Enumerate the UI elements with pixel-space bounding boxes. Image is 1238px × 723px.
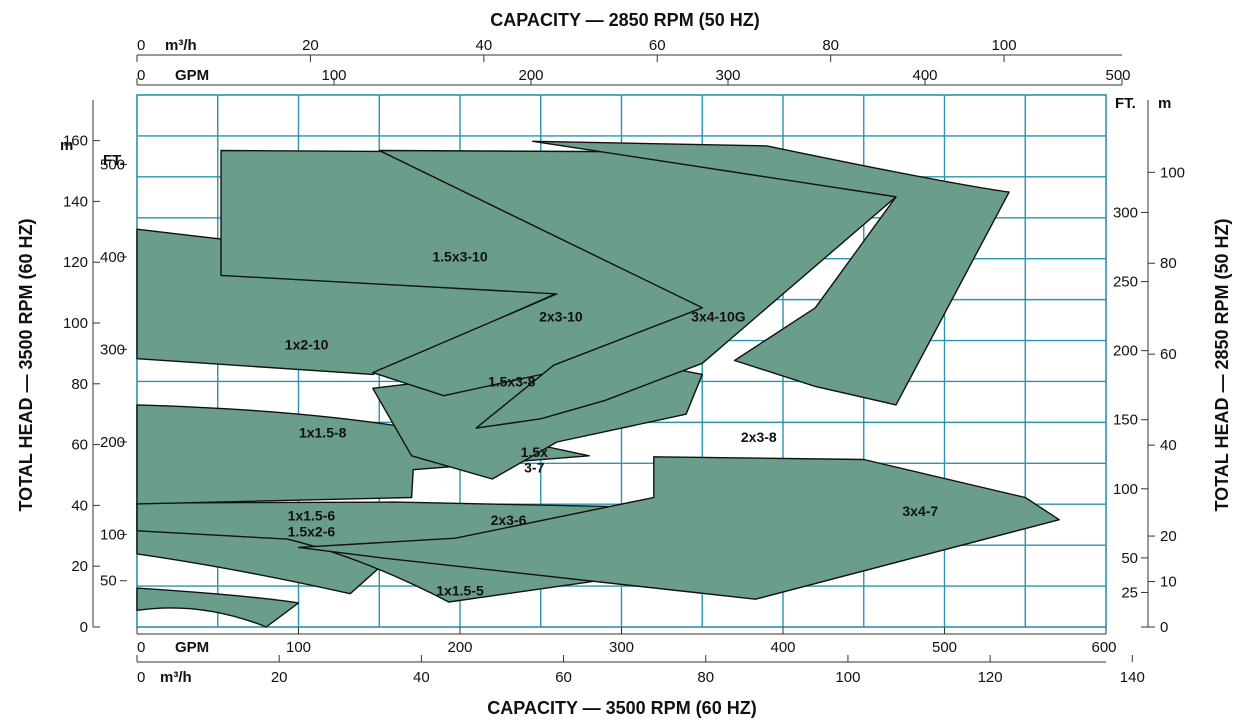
left-m-tick-label: 60 (71, 437, 88, 454)
top-m3h-unit: m³/h (165, 37, 197, 54)
right-ft-tick-label: 150 (1113, 412, 1138, 429)
top-m3h-tick-label: 40 (475, 37, 492, 54)
left-m-tick-label: 40 (71, 497, 88, 514)
left-m-tick-label: 160 (63, 133, 88, 150)
top-gpm-tick-label: 200 (518, 67, 543, 84)
top-gpm-unit: GPM (175, 67, 209, 84)
left-ft-tick-label: 400 (100, 249, 125, 266)
bottom-axis-title: CAPACITY — 3500 RPM (60 HZ) (487, 698, 756, 718)
region-label: 3-7 (524, 460, 544, 476)
bottom-gpm-unit: GPM (175, 639, 209, 656)
region-label: 1x1.5-8 (299, 424, 347, 440)
bottom-gpm-tick-label: 100 (286, 639, 311, 656)
bottom-m3h-tick-label: 0 (137, 669, 145, 686)
left-ft-tick-label: 200 (100, 434, 125, 451)
left-ft-tick-label: 300 (100, 341, 125, 358)
region-labels: 1x1.5-5 1x1.5-61.5x2-6 2x3-6 3x4-7 1x1.5-8 1.… (285, 249, 939, 599)
bottom-m3h-tick-label: 40 (413, 669, 430, 686)
top-axis-title: CAPACITY — 2850 RPM (50 HZ) (490, 10, 759, 30)
top-m3h-tick-label: 20 (302, 37, 319, 54)
region-3x4-10G (532, 140, 1010, 406)
region-label: 1.5x (521, 444, 548, 460)
left-ft-tick-label: 50 (100, 573, 117, 590)
region-label: 1.5x3-8 (488, 373, 536, 389)
region-label: 2x3-6 (491, 512, 527, 528)
right-m-tick-label: 40 (1160, 437, 1177, 454)
left-ft-tick-label: 100 (100, 526, 125, 543)
region-label: 1x1.5-5 (436, 583, 484, 599)
left-m-tick-label: 20 (71, 558, 88, 575)
top-m3h-tick-label: 60 (649, 37, 666, 54)
right-ft-tick-label: 100 (1113, 481, 1138, 498)
right-ft-tick-label: 300 (1113, 204, 1138, 221)
bottom-gpm-tick-label: 500 (932, 639, 957, 656)
bottom-gpm-tick-label: 0 (137, 639, 145, 656)
top-gpm-tick-label: 100 (321, 67, 346, 84)
left-ft-tick-label: 500 (100, 156, 125, 173)
region-1x1.5-5 (136, 587, 300, 628)
bottom-gpm-tick-label: 600 (1091, 639, 1116, 656)
region-label: 3x4-10G (691, 309, 746, 325)
right-ft-tick-label: 250 (1113, 274, 1138, 291)
region-label: 1x2-10 (285, 336, 329, 352)
bottom-gpm-tick-label: 300 (609, 639, 634, 656)
left-m-tick-label: 120 (63, 254, 88, 271)
right-axis-title: TOTAL HEAD — 2850 RPM (50 HZ) (1212, 218, 1232, 511)
right-m-unit: m (1158, 95, 1171, 112)
right-m-tick-label: 80 (1160, 255, 1177, 272)
bottom-m3h-unit: m³/h (160, 669, 192, 686)
right-m-tick-label: 60 (1160, 346, 1177, 363)
bottom-m3h-tick-label: 60 (555, 669, 572, 686)
right-m-tick-label: 0 (1160, 619, 1168, 636)
top-m3h-tick-label: 80 (822, 37, 839, 54)
bottom-m3h-tick-label: 20 (271, 669, 288, 686)
bottom-gpm-tick-label: 200 (447, 639, 472, 656)
left-m-tick-label: 100 (63, 315, 88, 332)
top-m3h-tick-label: 100 (992, 37, 1017, 54)
right-ft-tick-label: 50 (1121, 550, 1138, 567)
region-label: 2x3-8 (741, 429, 777, 445)
right-m-tick-label: 20 (1160, 528, 1177, 545)
left-ft-unit: FT. (103, 152, 124, 169)
left-m-tick-label: 0 (80, 619, 88, 636)
bottom-m3h-tick-label: 120 (978, 669, 1003, 686)
left-m-tick-label: 140 (63, 193, 88, 210)
right-m-tick-label: 100 (1160, 164, 1185, 181)
right-ft-tick-label: 25 (1121, 584, 1138, 601)
bottom-m3h-tick-label: 100 (835, 669, 860, 686)
top-gpm-tick-label: 0 (137, 67, 145, 84)
top-m3h-tick-label: 0 (137, 37, 145, 54)
right-ft-tick-label: 200 (1113, 343, 1138, 360)
region-label: 2x3-10 (539, 309, 583, 325)
bottom-m3h-tick-label: 140 (1120, 669, 1145, 686)
pump-regions (136, 140, 1060, 628)
right-ft-unit: FT. (1115, 95, 1136, 112)
region-1x1.5-8 (136, 404, 590, 505)
region-label: 3x4-7 (902, 503, 938, 519)
left-m-unit: m (60, 137, 73, 154)
bottom-m3h-tick-label: 80 (697, 669, 714, 686)
top-gpm-tick-label: 400 (912, 67, 937, 84)
right-m-tick-label: 10 (1160, 574, 1177, 591)
region-label: 1.5x2-6 (288, 523, 336, 539)
region-3x4-7 (297, 456, 1060, 600)
left-m-tick-label: 80 (71, 376, 88, 393)
top-gpm-tick-label: 300 (715, 67, 740, 84)
left-axis-title: TOTAL HEAD — 3500 RPM (60 HZ) (16, 218, 36, 511)
top-gpm-tick-label: 500 (1105, 67, 1130, 84)
region-label: 1x1.5-6 (288, 508, 336, 524)
bottom-gpm-tick-label: 400 (770, 639, 795, 656)
region-label: 1.5x3-10 (432, 249, 487, 265)
